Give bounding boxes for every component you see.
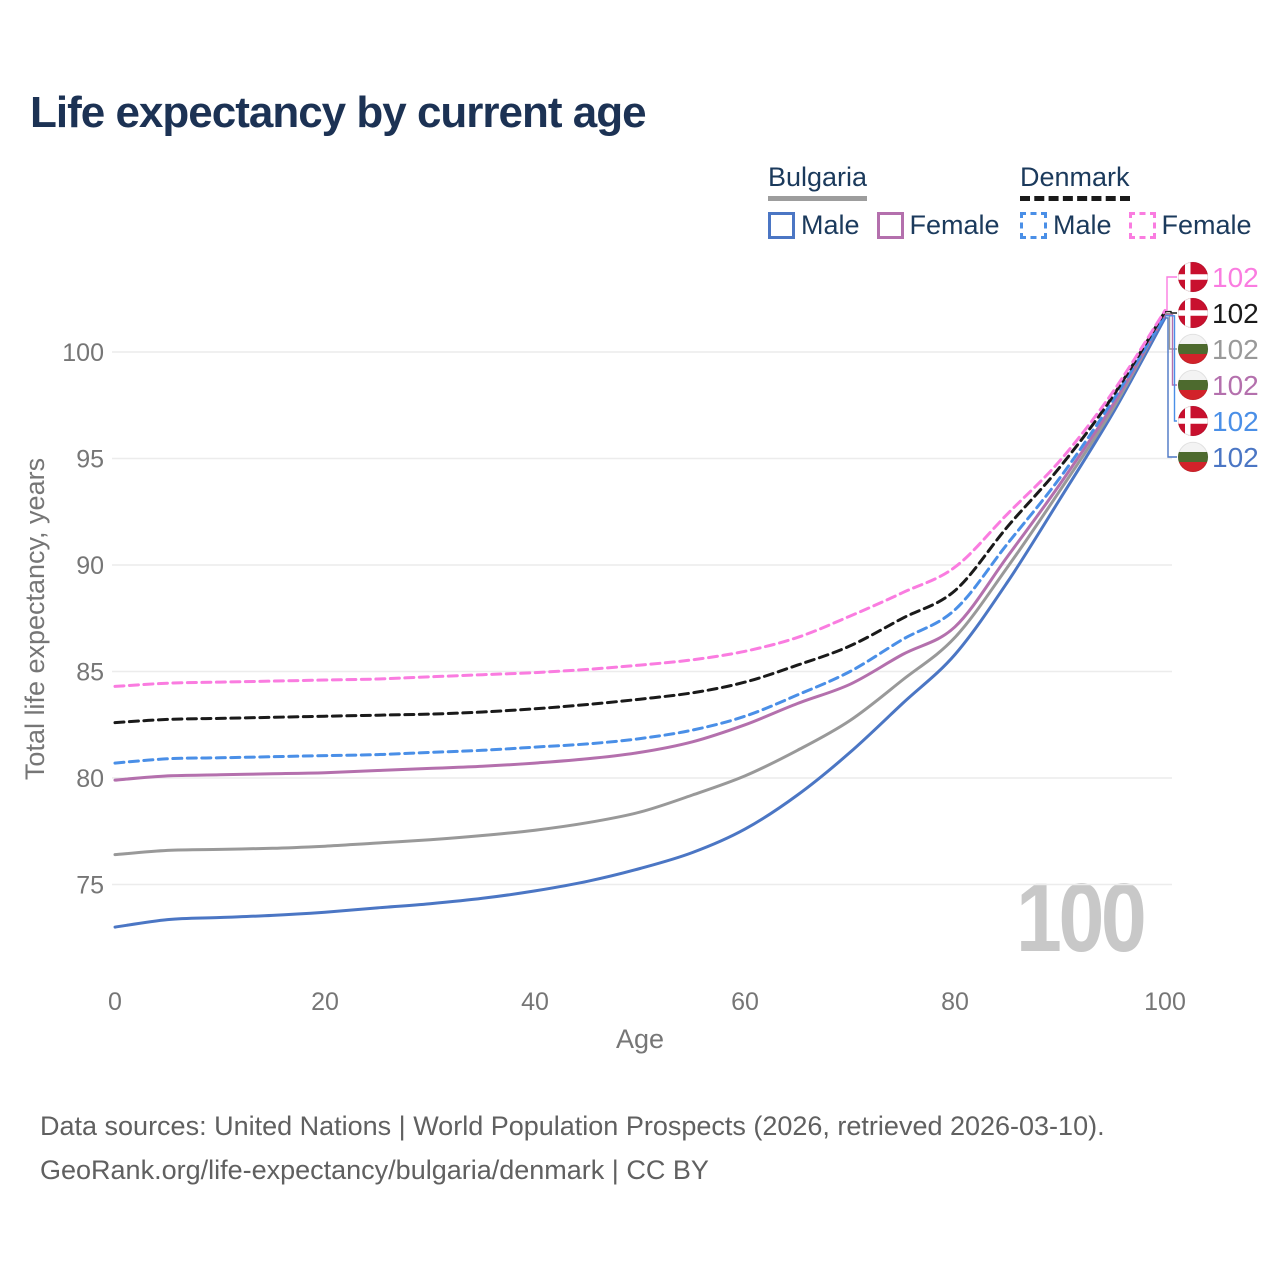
footer-attribution: GeoRank.org/life-expectancy/bulgaria/den… xyxy=(40,1155,709,1185)
legend-header-bulgaria[interactable]: Bulgaria xyxy=(768,162,868,201)
y-axis-title: Total life expectancy, years xyxy=(20,458,50,780)
denmark-male-swatch xyxy=(1020,212,1047,239)
legend-item-label: Female xyxy=(1161,210,1252,240)
end-label-connector xyxy=(1165,317,1177,458)
x-tick-label: 0 xyxy=(108,988,122,1016)
x-tick-label: 20 xyxy=(311,988,339,1016)
x-tick-label: 60 xyxy=(731,988,759,1016)
x-tick-label: 100 xyxy=(1144,988,1186,1016)
end-label-connector xyxy=(1165,310,1177,314)
footer: Data sources: United Nations | World Pop… xyxy=(40,1104,1105,1192)
legend-item-label: Male xyxy=(801,210,860,240)
end-value-label: 102 xyxy=(1212,298,1259,329)
series-line-denmark-both-sexes[interactable] xyxy=(113,310,1167,725)
legend-item-bulgaria-female[interactable]: Female xyxy=(876,210,1000,241)
denmark-flag-icon xyxy=(1178,298,1208,328)
page-title: Life expectancy by current age xyxy=(30,88,647,137)
legend-header-denmark[interactable]: Denmark xyxy=(1020,162,1130,201)
bulgaria-male-swatch xyxy=(768,212,795,239)
legend-item-label: Female xyxy=(909,210,1000,240)
bulgaria-female-swatch xyxy=(876,212,904,239)
legend-group-bulgaria: Bulgaria Male Female xyxy=(768,162,1000,241)
y-tick-label: 85 xyxy=(76,659,104,687)
end-value-label: 102 xyxy=(1212,262,1259,293)
x-tick-label: 80 xyxy=(941,988,969,1016)
denmark-flag-icon xyxy=(1178,262,1208,292)
denmark-flag-icon xyxy=(1178,406,1208,436)
bulgaria-flag-icon xyxy=(1178,370,1208,400)
y-tick-label: 100 xyxy=(62,339,104,367)
end-label-connector xyxy=(1165,315,1177,422)
bulgaria-flag-icon xyxy=(1178,442,1208,472)
x-tick-label: 40 xyxy=(521,988,549,1016)
end-value-label: 102 xyxy=(1212,370,1259,401)
series-line-bulgaria-male[interactable] xyxy=(113,316,1167,929)
y-tick-label: 75 xyxy=(76,872,104,900)
legend-item-denmark-female[interactable]: Female xyxy=(1128,210,1252,241)
y-tick-label: 90 xyxy=(76,552,104,580)
y-tick-label: 95 xyxy=(76,446,104,474)
end-label-connector xyxy=(1165,312,1177,350)
legend-item-label: Male xyxy=(1053,210,1112,240)
bulgaria-flag-icon xyxy=(1178,334,1208,364)
series-line-denmark-male[interactable] xyxy=(113,314,1167,765)
end-value-label: 102 xyxy=(1212,334,1259,365)
series-line-denmark-female[interactable] xyxy=(113,309,1167,688)
x-axis-title: Age xyxy=(616,1024,664,1054)
denmark-female-swatch xyxy=(1128,212,1156,239)
series-line-bulgaria-both-sexes[interactable] xyxy=(113,312,1167,857)
footer-sources: Data sources: United Nations | World Pop… xyxy=(40,1111,1105,1141)
y-tick-label: 80 xyxy=(76,765,104,793)
legend-item-bulgaria-male[interactable]: Male xyxy=(768,210,860,241)
end-value-label: 102 xyxy=(1212,406,1259,437)
legend-item-denmark-male[interactable]: Male xyxy=(1020,210,1112,241)
series-line-bulgaria-female[interactable] xyxy=(113,313,1167,782)
legend-group-denmark: Denmark Male Female xyxy=(1020,162,1252,241)
end-value-label: 102 xyxy=(1212,442,1259,473)
end-label-connector xyxy=(1165,276,1177,312)
